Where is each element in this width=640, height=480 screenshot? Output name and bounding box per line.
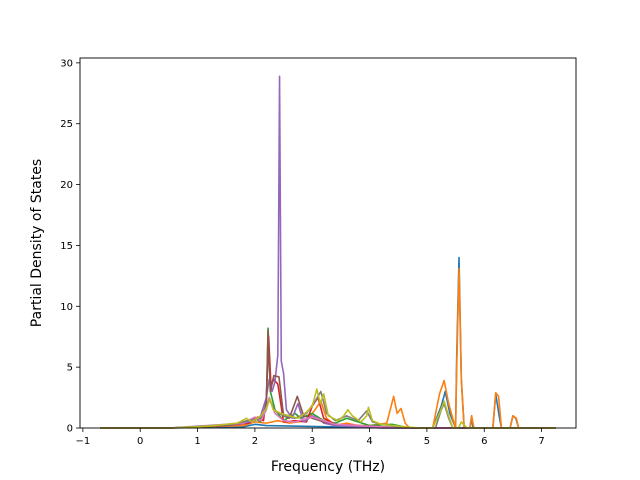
y-tick-label: 15 — [60, 241, 73, 252]
x-tick-label: 3 — [309, 436, 315, 447]
y-tick-label: 10 — [60, 302, 73, 313]
x-tick-label: 5 — [424, 436, 430, 447]
x-tick-label: −1 — [75, 436, 90, 447]
plot-frame — [79, 57, 577, 429]
y-axis: 0 5 10 15 20 25 30 — [60, 58, 80, 435]
x-axis-label: Frequency (THz) — [271, 459, 385, 475]
x-tick-label: 1 — [194, 436, 200, 447]
y-axis-label: Partial Density of States — [29, 159, 45, 327]
series-line-9 — [100, 388, 556, 429]
y-tick-label: 0 — [67, 424, 73, 435]
y-tick-label: 20 — [60, 180, 73, 191]
x-tick-label: 2 — [252, 436, 258, 447]
x-tick-label: 6 — [481, 436, 487, 447]
x-tick-label: 0 — [137, 436, 143, 447]
y-tick-label: 5 — [67, 363, 73, 374]
x-tick-label: 4 — [366, 436, 372, 447]
x-axis: −1 0 1 2 3 4 5 6 7 — [75, 428, 545, 447]
series-line-7 — [100, 396, 556, 429]
y-tick-label: 25 — [60, 119, 73, 130]
x-tick-label: 7 — [538, 436, 544, 447]
plot-background — [80, 58, 576, 428]
y-tick-label: 30 — [60, 58, 73, 69]
series-layer — [100, 75, 556, 429]
